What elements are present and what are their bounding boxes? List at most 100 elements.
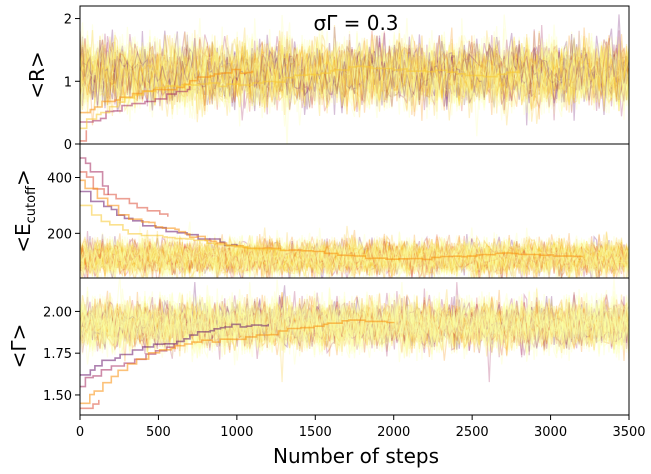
burn-in-trace — [80, 130, 88, 142]
traces-r — [80, 14, 629, 144]
burn-in-trace — [80, 323, 270, 376]
walker-trace — [80, 297, 629, 365]
walker-trace — [80, 32, 629, 121]
walker-trace — [80, 31, 629, 116]
walker-trace — [80, 33, 629, 117]
burn-in-trace — [80, 343, 175, 388]
walker-trace — [80, 34, 629, 118]
walker-trace — [80, 22, 629, 109]
walker-trace — [80, 27, 629, 116]
panel-annotation: σΓ = 0.3 — [313, 11, 398, 35]
walker-trace — [80, 236, 629, 278]
walker-trace — [80, 238, 629, 278]
walker-trace — [80, 299, 629, 356]
walker-trace — [80, 18, 629, 120]
walker-trace — [80, 289, 629, 357]
walker-trace — [80, 296, 629, 354]
walker-trace — [80, 291, 629, 361]
walker-trace — [80, 300, 629, 359]
x-tick-label: 2000 — [377, 425, 410, 440]
walker-trace — [80, 14, 629, 114]
walker-trace — [80, 279, 629, 357]
walker-trace — [80, 294, 629, 361]
walker-trace — [80, 31, 629, 118]
walker-trace — [80, 233, 629, 278]
panel-r: 0 1 2 σΓ = 0.3 <R> — [25, 5, 630, 153]
walker-trace — [80, 292, 629, 359]
walker-trace — [80, 287, 629, 352]
burn-in-trace — [80, 399, 100, 410]
walker-trace — [80, 40, 629, 126]
walker-trace — [80, 36, 629, 120]
walker-trace — [80, 294, 629, 356]
walker-trace — [80, 238, 629, 278]
y-tick-label: 1 — [64, 75, 72, 90]
walker-trace — [80, 33, 629, 110]
walker-trace — [80, 32, 629, 144]
walker-trace — [80, 33, 629, 122]
walker-trace — [80, 238, 629, 278]
walker-trace — [80, 236, 629, 278]
walker-trace — [80, 31, 629, 119]
walker-trace — [80, 296, 629, 363]
walker-trace — [80, 237, 629, 278]
walker-trace — [80, 31, 629, 121]
walker-trace — [80, 27, 629, 116]
walker-trace — [80, 36, 629, 124]
walker-trace — [80, 29, 629, 117]
panel-gamma-frame — [79, 277, 630, 416]
walker-trace — [80, 234, 629, 278]
walker-trace — [80, 291, 629, 352]
x-tick-label: 3500 — [612, 425, 645, 440]
walker-trace — [80, 36, 629, 120]
walker-trace — [80, 290, 629, 366]
walker-trace — [80, 234, 629, 278]
y-ticks-ecutoff: 200 400 — [47, 172, 80, 242]
walker-trace — [80, 238, 629, 278]
walker-trace — [80, 232, 629, 278]
traces-ecutoff — [80, 157, 629, 278]
x-tick-label: 2500 — [456, 425, 489, 440]
walker-trace — [80, 292, 629, 355]
walker-trace — [80, 26, 629, 108]
walker-trace — [80, 231, 629, 278]
walker-trace — [80, 36, 629, 114]
burn-in-trace — [80, 319, 395, 405]
walker-trace — [80, 231, 629, 278]
walker-trace — [80, 291, 629, 355]
walker-trace — [80, 31, 629, 116]
walker-trace — [80, 34, 629, 118]
walker-trace — [80, 230, 629, 278]
walker-trace — [80, 18, 629, 110]
walker-trace — [80, 235, 629, 278]
walker-trace — [80, 227, 629, 278]
walker-trace — [80, 232, 629, 278]
walker-trace — [80, 31, 629, 118]
burn-in-trace — [80, 204, 285, 251]
walker-trace — [80, 294, 629, 353]
walker-trace — [80, 296, 629, 352]
x-tick-label: 1500 — [299, 425, 332, 440]
walker-trace — [80, 235, 629, 278]
y-tick-label: 400 — [47, 172, 72, 187]
walker-trace — [80, 227, 629, 278]
walker-trace — [80, 235, 629, 278]
walker-trace — [80, 234, 629, 278]
walker-trace — [80, 290, 629, 357]
walker-trace — [80, 233, 629, 278]
burn-in-trace — [80, 171, 169, 217]
walker-trace — [80, 233, 629, 278]
walker-trace — [80, 296, 629, 362]
walker-trace — [80, 299, 629, 365]
walker-trace — [80, 293, 629, 357]
walker-trace — [80, 235, 629, 278]
walker-trace — [80, 281, 629, 353]
walker-trace — [80, 234, 629, 278]
walker-trace — [80, 24, 629, 109]
walker-trace — [80, 296, 629, 352]
traces-gamma — [80, 278, 629, 410]
walker-trace — [80, 227, 629, 278]
walker-trace — [80, 291, 629, 358]
walker-trace — [80, 232, 629, 278]
